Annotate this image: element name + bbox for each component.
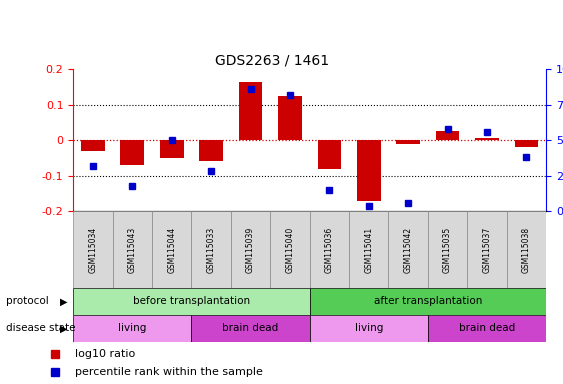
Text: disease state: disease state	[6, 323, 75, 333]
Text: living: living	[355, 323, 383, 333]
Text: GSM115036: GSM115036	[325, 227, 334, 273]
Text: protocol: protocol	[6, 296, 48, 306]
Bar	[388, 211, 428, 288]
Bar	[152, 211, 191, 288]
Text: ▶: ▶	[60, 323, 68, 333]
Text: brain dead: brain dead	[222, 323, 279, 333]
Bar	[310, 211, 349, 288]
Bar	[357, 140, 381, 200]
Bar	[318, 140, 341, 169]
Text: before transplantation: before transplantation	[133, 296, 250, 306]
Bar	[231, 211, 270, 288]
Bar	[396, 140, 420, 144]
Text: GSM115039: GSM115039	[246, 227, 255, 273]
Bar	[191, 315, 310, 342]
Text: GSM115037: GSM115037	[482, 227, 491, 273]
Bar	[278, 96, 302, 140]
Bar	[160, 140, 184, 158]
Text: ▶: ▶	[60, 296, 68, 306]
Text: GSM115040: GSM115040	[285, 227, 294, 273]
Text: GSM115035: GSM115035	[443, 227, 452, 273]
Bar	[475, 138, 499, 140]
Bar	[507, 211, 546, 288]
Bar	[515, 140, 538, 147]
Bar	[113, 211, 152, 288]
Bar	[73, 288, 310, 315]
Text: percentile rank within the sample: percentile rank within the sample	[75, 366, 263, 377]
Bar	[310, 315, 428, 342]
Text: GSM115041: GSM115041	[364, 227, 373, 273]
Bar	[270, 211, 310, 288]
Text: GSM115038: GSM115038	[522, 227, 531, 273]
Bar	[120, 140, 144, 165]
Text: GDS2263 / 1461: GDS2263 / 1461	[215, 54, 329, 68]
Bar	[428, 315, 546, 342]
Bar	[239, 81, 262, 140]
Text: after transplantation: after transplantation	[374, 296, 482, 306]
Bar	[199, 140, 223, 161]
Text: GSM115044: GSM115044	[167, 227, 176, 273]
Bar	[428, 211, 467, 288]
Text: GSM115042: GSM115042	[404, 227, 413, 273]
Bar	[467, 211, 507, 288]
Bar	[81, 140, 105, 151]
Text: log10 ratio: log10 ratio	[75, 349, 135, 359]
Bar	[349, 211, 388, 288]
Bar	[310, 288, 546, 315]
Text: GSM115043: GSM115043	[128, 227, 137, 273]
Text: GSM115033: GSM115033	[207, 227, 216, 273]
Bar	[191, 211, 231, 288]
Bar	[73, 315, 191, 342]
Bar	[436, 131, 459, 140]
Text: GSM115034: GSM115034	[88, 227, 97, 273]
Text: brain dead: brain dead	[459, 323, 515, 333]
Bar	[73, 211, 113, 288]
Text: living: living	[118, 323, 146, 333]
